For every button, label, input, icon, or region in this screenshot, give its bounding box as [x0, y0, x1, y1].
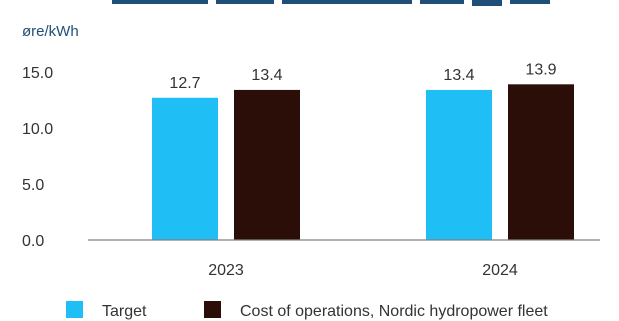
- unit-label: øre/kWh: [22, 23, 79, 40]
- bar-cost-2024: [508, 84, 574, 240]
- y-tick-label: 5.0: [22, 177, 44, 194]
- y-tick-label: 0.0: [22, 233, 44, 250]
- x-tick-label: 2024: [482, 262, 518, 279]
- data-label: 13.4: [251, 67, 282, 84]
- y-tick-label: 15.0: [22, 65, 53, 82]
- x-tick-label: 2023: [208, 262, 244, 279]
- y-axis-ticks: 0.0 5.0 10.0 15.0: [22, 65, 53, 250]
- bar-cost-2023: [234, 89, 300, 240]
- bars: [152, 84, 574, 240]
- y-tick-label: 10.0: [22, 121, 53, 138]
- legend-swatch: [66, 301, 83, 318]
- cropped-title: [112, 0, 550, 6]
- data-label: 13.9: [525, 61, 556, 78]
- data-labels: 12.7 13.4 13.4 13.9: [169, 61, 556, 91]
- x-axis-ticks: 2023 2024: [208, 262, 518, 279]
- legend-label: Target: [102, 303, 147, 320]
- legend: Target Cost of operations, Nordic hydropo…: [66, 301, 548, 320]
- data-label: 13.4: [443, 67, 474, 84]
- legend-swatch: [204, 301, 221, 318]
- legend-label: Cost of operations, Nordic hydropower fl…: [240, 303, 548, 320]
- data-label: 12.7: [169, 75, 200, 92]
- bar-target-2024: [426, 89, 492, 240]
- bar-target-2023: [152, 97, 218, 240]
